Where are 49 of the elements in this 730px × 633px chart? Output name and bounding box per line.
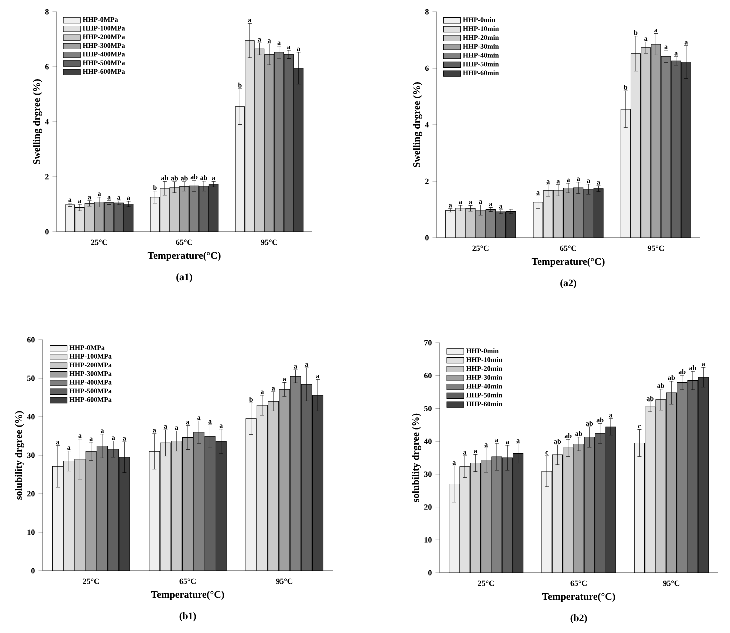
x-tick-label: 25°C: [83, 578, 100, 584]
y-tick-label: 50: [28, 376, 35, 382]
y-tick-label: 40: [424, 438, 432, 444]
y-tick-label: 6: [45, 64, 49, 70]
y-tick-label: 4: [425, 122, 430, 128]
y-tick-label: 20: [28, 491, 35, 497]
x-tick-label: 95°C: [261, 240, 278, 246]
y-tick-label: 0: [46, 229, 49, 235]
x-tick-label: 95°C: [648, 246, 664, 252]
x-tick-label: 65°C: [180, 578, 196, 584]
y-tick-label: 10: [28, 530, 35, 536]
text: (a1): [176, 274, 192, 283]
y-tick-label: 60: [424, 373, 432, 379]
x-tick-label: 25°C: [472, 246, 489, 252]
x-axis-title: Temperature(°C): [532, 258, 605, 268]
y-axis-title: solubility drgree (%): [15, 411, 24, 500]
y-tick-label: 30: [28, 452, 35, 458]
text: (a2): [560, 280, 576, 289]
x-tick-label: 65°C: [560, 246, 576, 252]
x-axis-title: Temperature(°C): [151, 591, 224, 600]
y-axis-title: Swelling drgree (%): [33, 79, 42, 164]
x-axis-title: Temperature(°C): [542, 593, 616, 602]
y-tick-label: 8: [425, 9, 429, 15]
x-axis-title: Temperature(°C): [148, 252, 221, 262]
x-tick-label: 65°C: [570, 580, 587, 586]
y-tick-label: 6: [425, 66, 429, 72]
y-tick-label: 8: [45, 9, 49, 15]
text: (b1): [180, 612, 196, 622]
y-axis-title: Swelling drgree (%): [413, 82, 422, 168]
y-tick-label: 30: [424, 472, 432, 478]
y-tick-label: 4: [45, 119, 50, 125]
x-tick-label: 95°C: [276, 578, 293, 584]
y-tick-label: 40: [27, 414, 35, 420]
y-tick-label: 0: [32, 568, 35, 574]
y-tick-label: 60: [27, 337, 35, 343]
y-tick-label: 70: [424, 340, 432, 346]
x-tick-label: 95°C: [663, 580, 680, 586]
x-tick-label: 65°C: [176, 240, 192, 246]
y-tick-label: 50: [424, 406, 432, 412]
y-tick-label: 20: [424, 504, 432, 510]
y-tick-label: 2: [46, 174, 49, 180]
x-tick-label: 25°C: [478, 580, 494, 586]
y-tick-label: 2: [426, 178, 429, 184]
y-tick-label: 0: [426, 235, 429, 241]
text: (b2): [570, 614, 588, 624]
x-tick-label: 25°C: [91, 240, 108, 246]
y-tick-label: 10: [424, 537, 432, 543]
y-tick-label: 0: [428, 570, 432, 576]
y-axis-title: solubility drgree (%): [412, 414, 422, 502]
